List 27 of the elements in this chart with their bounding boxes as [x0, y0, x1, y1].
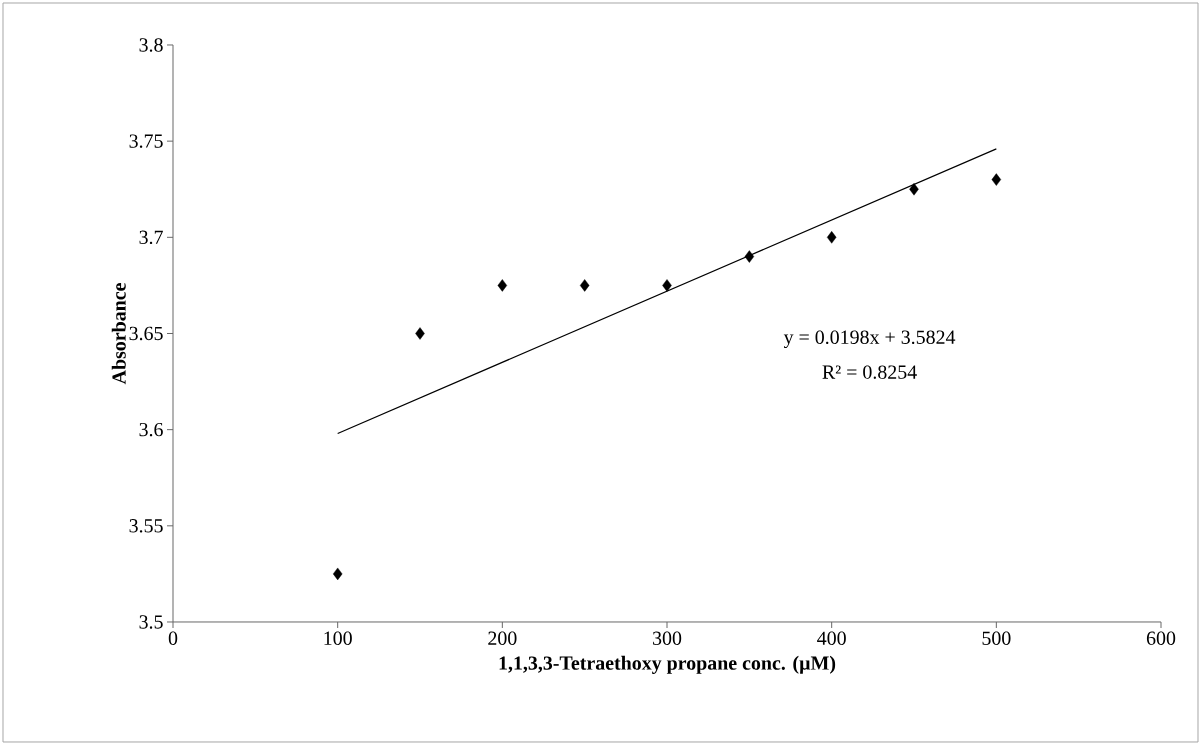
x-tick-label: 500 [982, 631, 1011, 645]
point [662, 279, 672, 292]
x-tick-label: 200 [488, 631, 517, 645]
y-tick-label: 3.75 [129, 134, 163, 148]
x-tick-label: 600 [1146, 631, 1176, 645]
x-tick-label: 100 [324, 631, 352, 645]
y-tick-label: 3.7 [139, 230, 163, 245]
point [991, 173, 1002, 186]
annotation: R² = 0.8254 [822, 365, 917, 379]
y-axis-title: Absorbance [111, 283, 126, 385]
point [744, 250, 755, 263]
point [497, 279, 508, 292]
annotation: y = 0.0198x + 3.5824 [783, 330, 956, 349]
x-tick-label: 0 [168, 631, 178, 645]
x-axis-title: 1,1,3,3-Tetraethoxy propane conc. (µM) [499, 655, 836, 674]
point [909, 183, 919, 196]
x-tick-label: 400 [817, 631, 846, 645]
point [579, 279, 590, 292]
y-tick-label: 3.5 [139, 615, 163, 629]
point [826, 231, 837, 244]
x-tick-label: 300 [653, 631, 682, 645]
y-tick-label: 3.65 [129, 326, 163, 341]
point [332, 567, 343, 581]
y-tick-label: 3.8 [139, 38, 163, 52]
y-tick-label: 3.55 [129, 519, 163, 533]
y-tick-label: 3.6 [139, 422, 163, 437]
point [415, 327, 425, 340]
